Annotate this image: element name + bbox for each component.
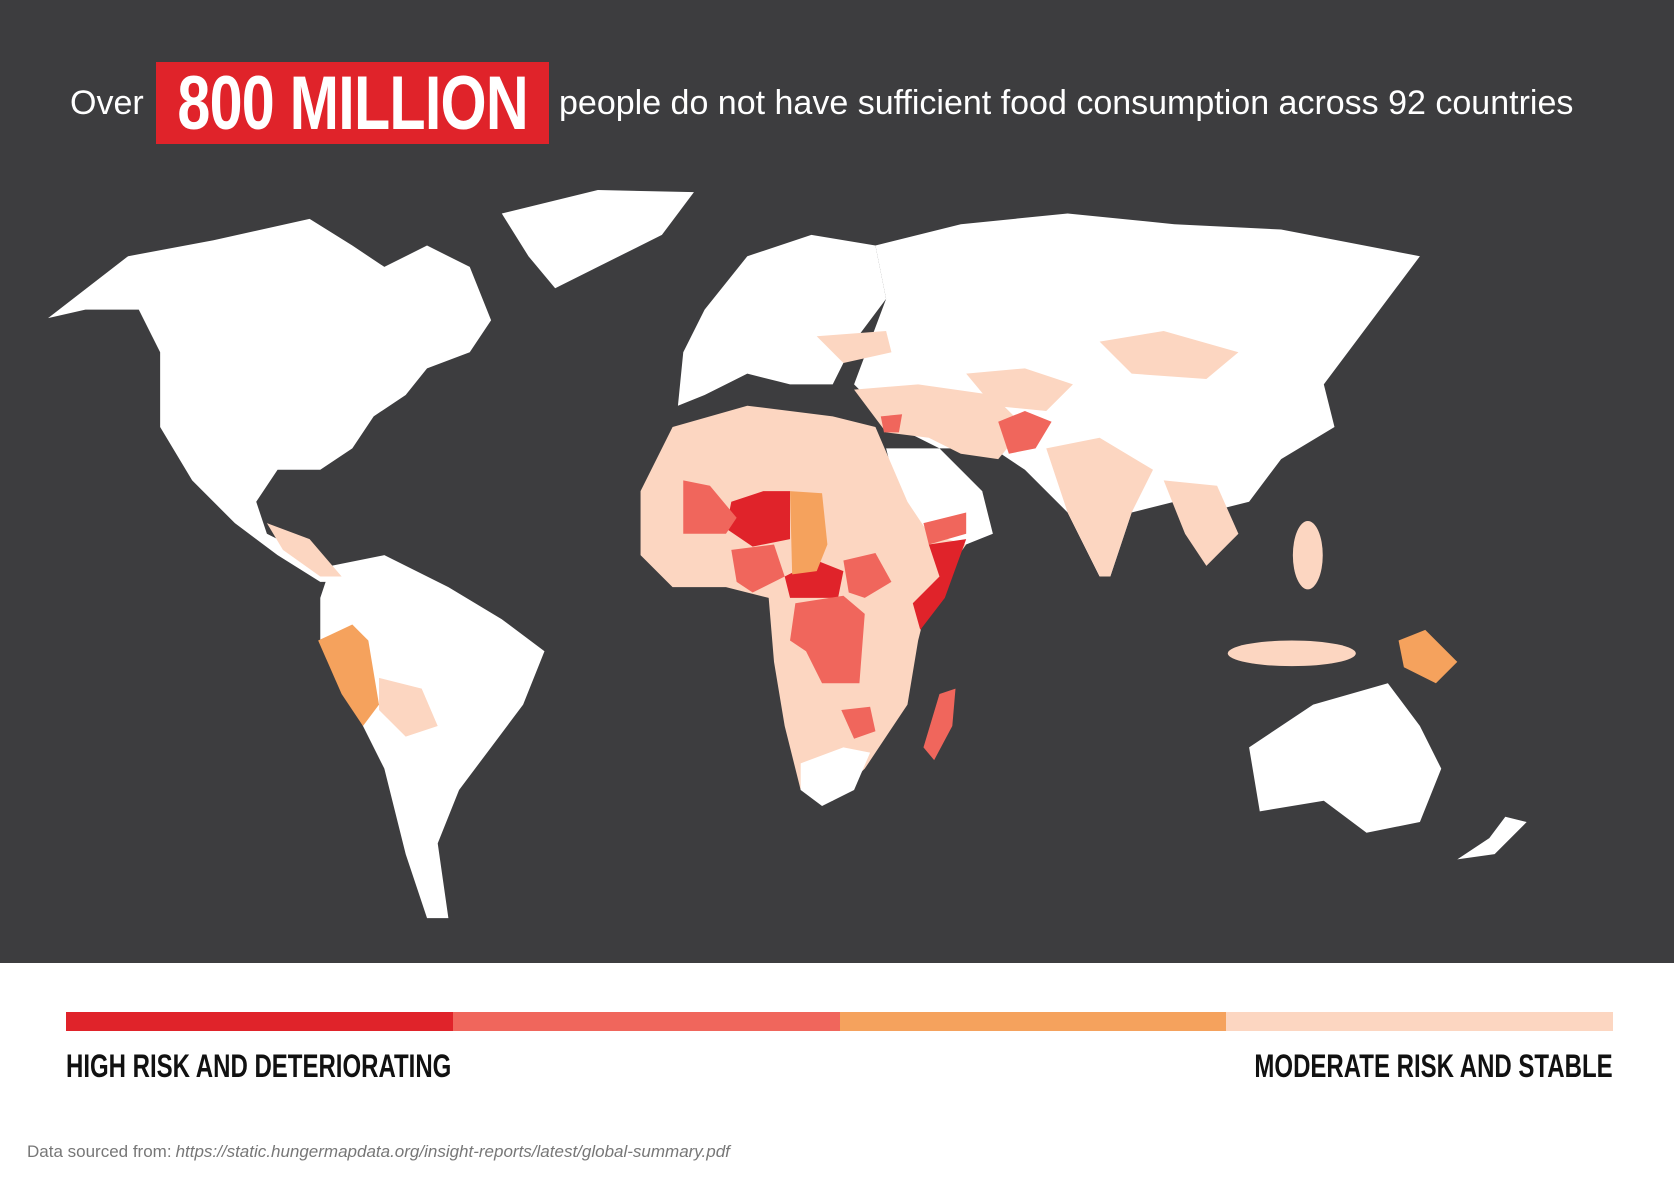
central-america	[266, 523, 342, 577]
legend-swatch	[66, 1012, 453, 1031]
map-panel: Over 800 MILLION people do not have suff…	[0, 0, 1674, 963]
legend-low-label: HIGH RISK AND DETERIORATING	[66, 1048, 452, 1084]
headline-highlight-box: 800 MILLION	[155, 60, 549, 146]
south-america	[320, 555, 545, 919]
mauritania	[683, 480, 737, 534]
world-map	[48, 190, 1527, 919]
new-zealand	[1457, 816, 1527, 860]
source-note: Data sourced from: https://static.hungerm…	[27, 1142, 730, 1162]
zimbabwe	[841, 706, 876, 739]
south-asia	[1046, 437, 1154, 577]
central-asia	[816, 330, 1073, 412]
nigeria	[731, 544, 785, 593]
philippines	[1292, 520, 1323, 590]
syria	[880, 414, 903, 433]
source-prefix: Data sourced from:	[27, 1142, 172, 1161]
legend-high-label: MODERATE RISK AND STABLE	[1254, 1048, 1613, 1084]
source-url: https://static.hungermapdata.org/insight…	[175, 1142, 730, 1161]
drc	[790, 595, 865, 684]
peru	[318, 624, 379, 726]
mongolia	[1099, 330, 1239, 379]
headline: Over 800 MILLION people do not have suff…	[70, 60, 1574, 146]
mali-niger	[725, 491, 791, 547]
headline-prefix: Over	[70, 83, 144, 122]
chad	[790, 491, 828, 575]
somalia	[912, 539, 967, 630]
europe	[677, 234, 887, 406]
greenland	[501, 190, 694, 289]
ethiopia	[843, 553, 892, 598]
yemen	[923, 512, 967, 545]
bolivia-region	[378, 677, 438, 737]
asia	[854, 213, 1420, 577]
legend-swatch	[452, 1012, 840, 1031]
madagascar	[923, 688, 956, 761]
legend-bar	[66, 1012, 1613, 1031]
papua-new-guinea	[1398, 629, 1458, 684]
legend-swatch	[839, 1012, 1227, 1031]
southeast-asia	[1163, 480, 1239, 566]
afghanistan	[998, 411, 1052, 454]
middle-east	[854, 384, 1025, 460]
headline-highlight: 800 MILLION	[177, 60, 528, 146]
australia	[1249, 683, 1442, 833]
headline-suffix: people do not have sufficient food consu…	[559, 83, 1574, 122]
legend-swatch	[1226, 1012, 1613, 1031]
north-america	[48, 218, 492, 582]
indonesia	[1227, 640, 1356, 667]
southern-africa	[800, 747, 871, 807]
